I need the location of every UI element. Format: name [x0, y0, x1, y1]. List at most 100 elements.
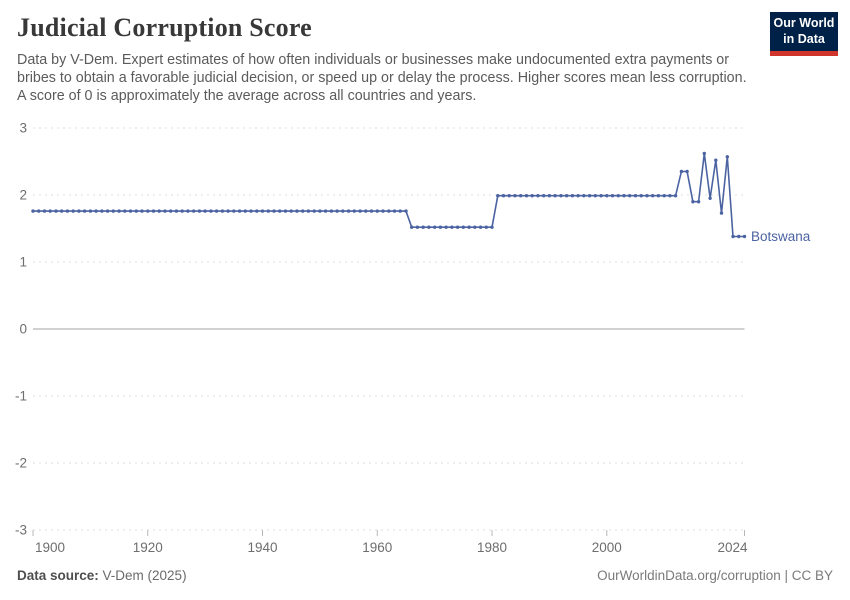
data-point [105, 209, 110, 213]
data-point [88, 209, 93, 213]
data-point [128, 209, 133, 213]
data-point [249, 209, 253, 213]
data-point [467, 225, 471, 229]
data-point [461, 225, 465, 229]
data-point [524, 194, 529, 198]
x-axis-label-1900: 1900 [35, 540, 65, 555]
data-point [335, 209, 339, 213]
data-point [146, 209, 150, 213]
data-point [599, 194, 603, 198]
data-point [111, 209, 116, 213]
data-point [628, 194, 632, 198]
x-axis-label-2000: 2000 [592, 540, 622, 555]
data-point [77, 209, 81, 213]
data-point [266, 209, 270, 213]
data-point [737, 234, 741, 239]
data-point [140, 209, 144, 213]
data-point [186, 209, 190, 213]
data-point [117, 209, 121, 213]
data-point [341, 209, 345, 213]
data-point [255, 209, 259, 213]
data-point [530, 194, 534, 198]
data-point [410, 225, 414, 229]
data-point [455, 225, 460, 229]
credit-link[interactable]: OurWorldinData.org/corruption | CC BY [597, 568, 833, 583]
data-point [421, 225, 425, 229]
data-point [536, 194, 540, 198]
data-point [157, 209, 161, 213]
data-point [673, 194, 678, 198]
data-point [587, 194, 592, 198]
data-point [312, 209, 316, 213]
data-point [48, 209, 52, 213]
data-point [306, 209, 311, 213]
data-point [94, 209, 98, 213]
data-point [651, 194, 655, 198]
chart-subtitle: Data by V-Dem. Expert estimates of how o… [17, 52, 747, 105]
data-point [582, 194, 586, 198]
data-point [501, 194, 506, 198]
data-source-label: Data source: [17, 568, 99, 583]
data-point [444, 225, 448, 229]
data-point [65, 209, 70, 213]
data-point [610, 194, 615, 198]
data-point [668, 194, 672, 198]
data-point [214, 209, 219, 213]
data-point [232, 209, 236, 213]
data-point [123, 209, 127, 213]
data-point [392, 209, 397, 213]
x-axis-label-1920: 1920 [133, 540, 163, 555]
data-point [731, 234, 735, 239]
data-point [513, 194, 517, 198]
data-point [553, 194, 557, 198]
data-point [381, 209, 385, 213]
data-point [60, 209, 64, 213]
data-point [404, 209, 408, 213]
data-point [725, 155, 729, 159]
data-point [295, 209, 299, 213]
data-point [478, 225, 483, 229]
data-point [714, 158, 718, 162]
y-axis-label--3: -3 [15, 523, 27, 538]
data-point [450, 225, 454, 229]
y-axis-label-1: 1 [19, 255, 27, 270]
data-point [547, 194, 552, 198]
owid-logo-line2: in Data [783, 31, 825, 46]
x-axis-label-2024: 2024 [717, 540, 748, 555]
data-point [283, 209, 288, 213]
data-point [369, 209, 374, 213]
data-point [301, 209, 305, 213]
data-point [346, 209, 351, 213]
data-point [82, 209, 87, 213]
owid-logo-line1: Our World [773, 15, 835, 30]
owid-logo[interactable]: Our World in Data [770, 12, 838, 56]
data-point [742, 234, 747, 239]
data-point [329, 209, 334, 213]
data-point [656, 194, 661, 198]
entity-label-botswana[interactable]: Botswana [751, 229, 811, 244]
data-point [645, 194, 649, 198]
data-source-value: V-Dem (2025) [98, 568, 187, 583]
data-point [260, 209, 265, 213]
data-point [352, 209, 356, 213]
data-point [272, 209, 276, 213]
data-point [209, 209, 213, 213]
data-point [42, 209, 47, 213]
data-point [639, 194, 643, 198]
data-point [507, 194, 511, 198]
data-point [576, 194, 580, 198]
y-axis-label-3: 3 [19, 121, 27, 136]
y-axis-label--2: -2 [15, 456, 27, 471]
data-point [685, 169, 689, 174]
x-axis-label-1960: 1960 [362, 540, 392, 555]
data-point [433, 225, 437, 229]
data-point [163, 209, 167, 213]
data-point [197, 209, 202, 213]
data-point [174, 209, 179, 213]
data-point [180, 209, 184, 213]
data-point [696, 200, 701, 204]
data-point [289, 209, 293, 213]
page-title: Judicial Corruption Score [17, 13, 312, 42]
